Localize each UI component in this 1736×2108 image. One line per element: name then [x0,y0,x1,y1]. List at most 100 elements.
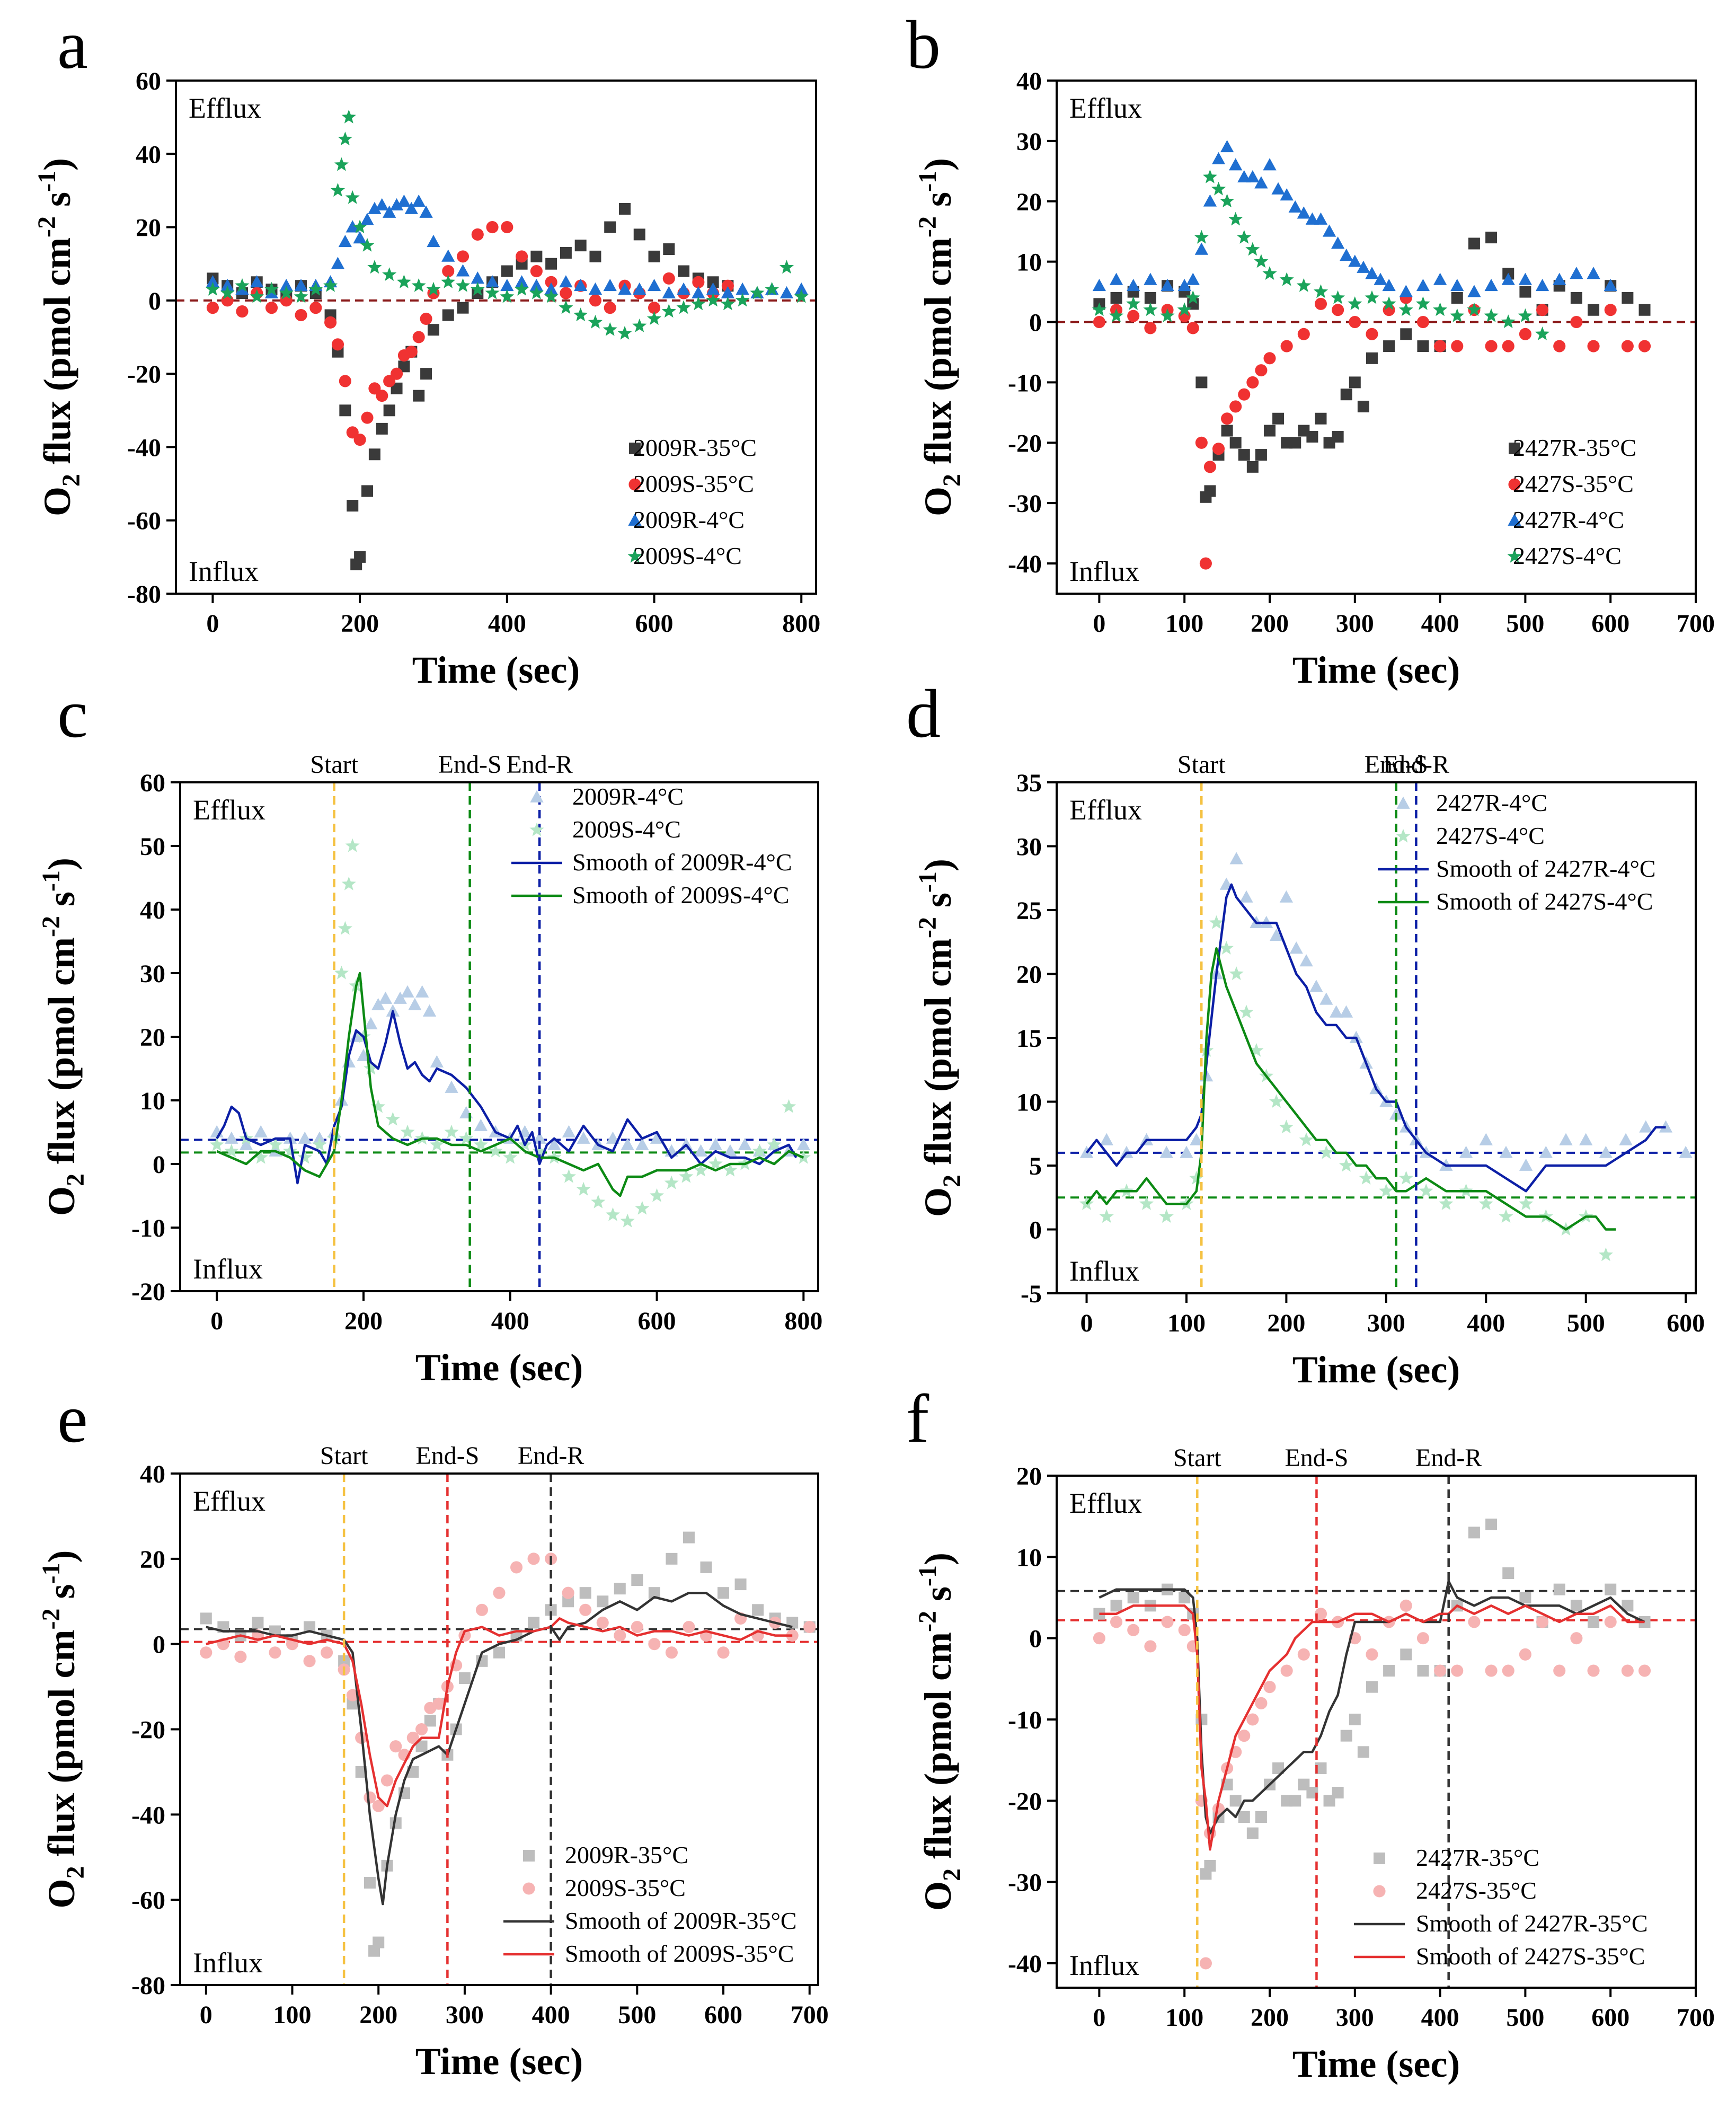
data-point [794,282,808,295]
influx-label: Influx [1069,555,1139,587]
data-point [1280,1664,1293,1677]
event-label: Start [310,751,358,779]
data-point [1484,308,1499,322]
data-point [631,1574,643,1586]
data-point [1289,437,1301,449]
data-point [471,228,484,241]
x-tick-label: 400 [1467,1309,1505,1337]
data-point [1348,296,1362,310]
data-point [1416,1632,1429,1645]
data-point [382,267,397,281]
y-tick-label: 40 [140,1460,165,1488]
legend-label: 2009S-35°C [565,1874,686,1901]
series-1 [1093,1599,1651,1970]
data-point [692,286,705,298]
y-axis-label-part: s [40,1584,83,1608]
y-axis-label-part: -1 [37,870,65,892]
x-axis-label: Time (sec) [415,2040,583,2083]
data-point [1587,267,1600,279]
data-point [1451,1664,1464,1677]
data-point [1519,286,1531,298]
y-tick-label: 10 [1016,249,1042,277]
y-axis-label-part: O [40,1878,83,1908]
y-axis-label-part: flux (pmol cm [40,937,83,1174]
data-point [1570,267,1583,279]
data-point [1604,1616,1617,1628]
legend-label: Smooth of 2427R-4°C [1436,855,1656,882]
data-point [252,1617,264,1629]
data-point [717,1646,730,1659]
x-tick-label: 700 [1677,2004,1715,2032]
data-point [1144,322,1157,334]
x-tick-label: 0 [1080,1309,1093,1337]
data-point [225,1131,238,1144]
data-point [1501,314,1516,329]
y-tick-label: -20 [131,1716,165,1744]
y-tick-label: 35 [1016,769,1042,797]
panel-label: d [906,676,941,752]
data-point [459,1131,474,1145]
data-point [375,198,389,210]
data-point [389,1740,402,1753]
data-point [1379,1183,1394,1197]
data-point [683,1620,695,1634]
y-tick-label: 0 [1029,309,1042,337]
data-point [432,1697,445,1710]
data-point [1519,328,1531,340]
panel-e: e Start End-S End-R0 100 200 300 400 500 600 700-8… [37,1381,829,2083]
data-point [515,281,529,296]
data-point [1110,1600,1122,1612]
data-point [1127,1592,1139,1603]
data-point [1519,1648,1531,1661]
data-point [1211,181,1226,196]
data-point [427,324,439,336]
series-1 [1093,292,1651,570]
data-point [1185,290,1200,304]
data-point [1559,1133,1573,1145]
data-point [1366,1648,1378,1661]
data-point [1319,1145,1334,1159]
legend-label: 2427S-4°C [1513,542,1622,569]
data-point [426,281,441,296]
data-point [1339,1005,1353,1018]
data-point [1289,1795,1301,1807]
data-point [303,1655,316,1668]
data-point [561,1169,577,1183]
axes-frame [1056,1475,1697,1989]
smooth-line-2 [206,1591,793,1906]
x-tick-label: 700 [1677,610,1715,638]
data-point [1221,412,1234,425]
data-point [1588,1616,1600,1628]
data-point [1279,272,1294,286]
data-point [391,382,403,394]
data-point [648,1587,660,1599]
event-label: Start [320,1442,368,1470]
y-tick-label: 0 [1029,1625,1042,1653]
legend-label: 2427R-4°C [1513,506,1624,533]
data-point [574,279,588,292]
y-tick-label: 60 [140,769,165,797]
data-point [1299,1132,1314,1146]
data-point [360,213,374,225]
x-tick-label: 600 [704,2001,742,2029]
data-point [679,1169,694,1183]
data-point [442,309,454,321]
data-point [1417,1665,1429,1677]
y-axis-label-part: O [40,1186,83,1216]
legend-label: Smooth of 2009S-4°C [572,881,789,909]
data-point [1288,200,1302,213]
legend-label: Smooth of 2009S-35°C [565,1940,794,1967]
y-axis-label: O2 flux (pmol cm-2 s-1) [914,1553,966,1911]
data-point [378,991,393,1004]
data-point [420,312,432,325]
data-point [620,1213,635,1228]
data-point [1478,1196,1493,1210]
data-point [413,390,425,402]
data-point [678,265,690,277]
y-tick-label: 15 [1016,1025,1042,1053]
data-point [1553,272,1566,285]
data-point [1331,236,1345,249]
data-point [1271,182,1285,195]
data-point [475,1603,489,1616]
